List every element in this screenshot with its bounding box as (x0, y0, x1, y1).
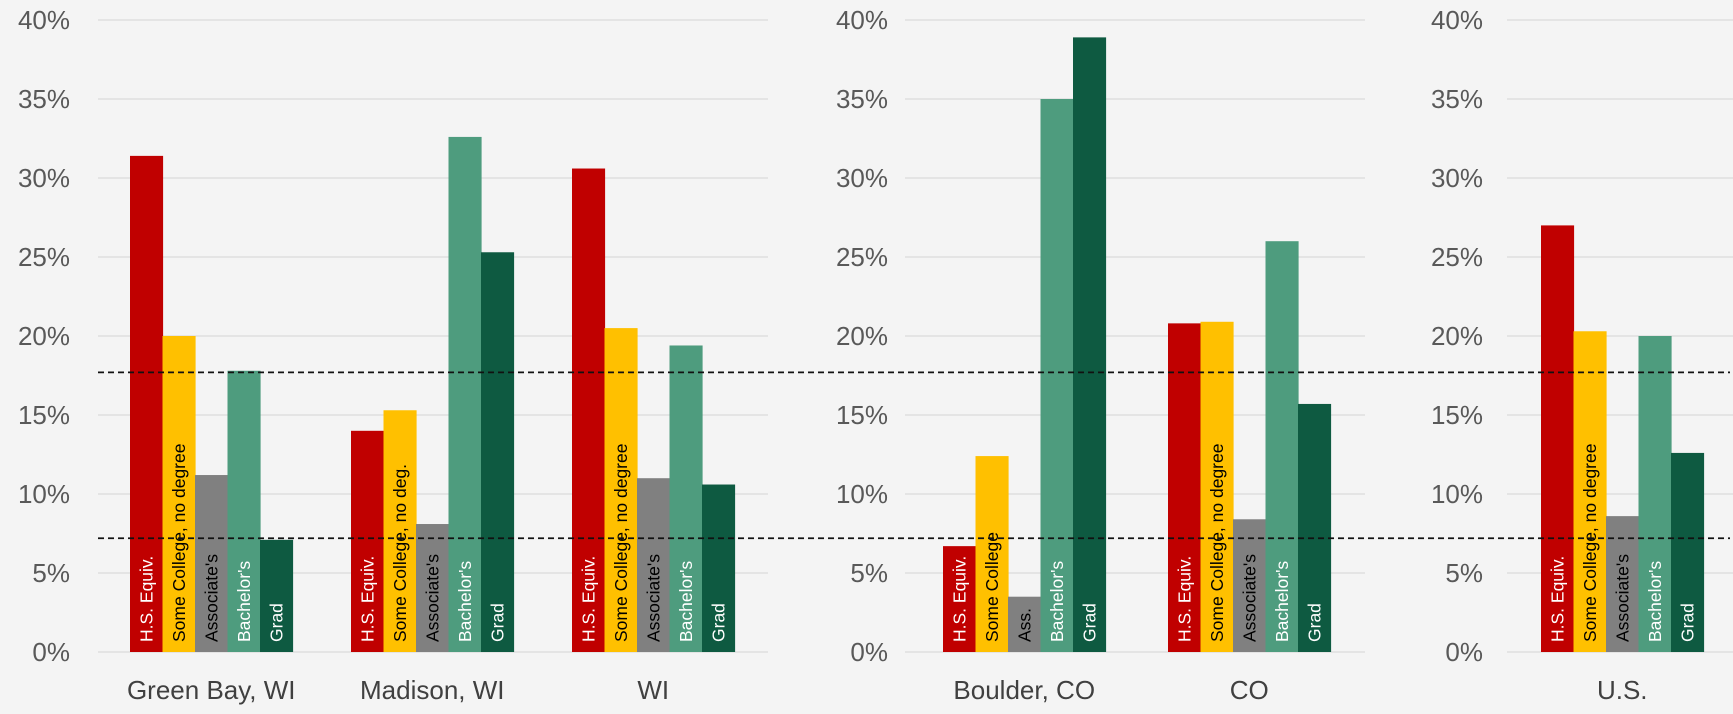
chart-panel-3: 0% 5% 10% 15% 20% 25% 30% 35% 40% H.S. Equiv. Some… (1431, 5, 1733, 705)
reference-lines (98, 371, 1730, 540)
bar-label: Bachelor's (234, 561, 254, 642)
bar (227, 370, 261, 652)
bar-label: Bachelor's (676, 561, 696, 642)
y-tick-label: 20% (18, 321, 70, 351)
category-label: Madison, WI (360, 675, 505, 705)
bar-label: Some College, no degree (1207, 444, 1227, 642)
y-tick-label: 20% (1431, 321, 1483, 351)
bar-label: H.S. Equiv. (949, 556, 969, 642)
bar (1573, 331, 1607, 652)
y-tick-label: 30% (1431, 163, 1483, 193)
bar-label: Bachelor's (1645, 561, 1665, 642)
bar (702, 484, 736, 652)
bar-label: H.S. Equiv. (357, 556, 377, 642)
y-tick-label: 20% (836, 321, 888, 351)
y-tick-label: 0% (32, 637, 70, 667)
y-tick-label: 25% (836, 242, 888, 272)
bar-label: Some College, no degree (611, 444, 631, 642)
category-label: WI (637, 675, 669, 705)
bar (1008, 596, 1042, 652)
y-tick-label: 0% (1445, 637, 1483, 667)
bar-label: Associate's (422, 554, 442, 642)
bar-label: H.S. Equiv. (1547, 556, 1567, 642)
bar-label: Bachelor's (455, 561, 475, 642)
y-tick-label: 5% (1445, 558, 1483, 588)
bar (637, 478, 671, 652)
y-tick-label: 30% (836, 163, 888, 193)
category-label: CO (1230, 675, 1269, 705)
y-tick-label: 5% (850, 558, 888, 588)
bar-label: Grad (487, 603, 507, 642)
bar (416, 524, 450, 652)
bar (130, 155, 164, 652)
y-tick-label: 40% (836, 5, 888, 35)
bar-label: Associate's (1612, 554, 1632, 642)
bar-label: Grad (266, 603, 286, 642)
y-tick-label: 10% (1431, 479, 1483, 509)
bar (943, 546, 977, 652)
bar (1073, 37, 1107, 652)
bar-label: Associate's (201, 554, 221, 642)
bar-label: Grad (1677, 603, 1697, 642)
bar-label: Bachelor's (1047, 561, 1067, 642)
bar-label: Ass. (1014, 608, 1034, 642)
bar-label: Grad (1304, 603, 1324, 642)
category-label: U.S. (1597, 675, 1648, 705)
bar (383, 410, 417, 652)
category-label: Green Bay, WI (127, 675, 296, 705)
bar (1671, 452, 1705, 652)
bar (1638, 336, 1672, 652)
bar (481, 252, 515, 652)
bar-label: Associate's (1239, 554, 1259, 642)
bar (162, 336, 196, 652)
bar (975, 456, 1009, 652)
bar (1040, 99, 1074, 652)
y-tick-label: 15% (836, 400, 888, 430)
y-tick-label: 40% (1431, 5, 1483, 35)
bar-label: Grad (1079, 603, 1099, 642)
bar (1265, 241, 1299, 652)
y-tick-label: 30% (18, 163, 70, 193)
y-tick-label: 25% (18, 242, 70, 272)
bar-label: Grad (708, 603, 728, 642)
bar-label: Associate's (643, 554, 663, 642)
bar (572, 168, 606, 652)
y-tick-label: 40% (18, 5, 70, 35)
chart-panel-1: 0% 5% 10% 15% 20% 25% 30% 35% 40% H.S. Equiv. Some… (18, 5, 768, 705)
y-tick-label: 15% (18, 400, 70, 430)
bar (351, 430, 385, 652)
bar-label: H.S. Equiv. (578, 556, 598, 642)
bar-label: H.S. Equiv. (136, 556, 156, 642)
bar-label: H.S. Equiv. (1174, 556, 1194, 642)
bar (448, 136, 482, 653)
bar-label: Some College, no deg. (390, 464, 410, 642)
bar-label: Some College, no degree (1580, 444, 1600, 642)
y-tick-label: 5% (32, 558, 70, 588)
y-tick-label: 35% (836, 84, 888, 114)
y-tick-label: 25% (1431, 242, 1483, 272)
bar-label: Bachelor's (1272, 561, 1292, 642)
bar (1233, 519, 1267, 652)
chart-panel-2: 0% 5% 10% 15% 20% 25% 30% 35% 40% H.S. Equiv. Some… (836, 5, 1365, 705)
y-tick-label: 35% (18, 84, 70, 114)
bar (1200, 321, 1234, 652)
bar (669, 345, 703, 652)
bar-label: Some College, no degree (169, 444, 189, 642)
y-tick-label: 0% (850, 637, 888, 667)
bar (1298, 403, 1332, 652)
bar (1168, 323, 1202, 652)
y-tick-label: 35% (1431, 84, 1483, 114)
y-tick-label: 10% (18, 479, 70, 509)
bar (1541, 225, 1575, 652)
y-tick-label: 10% (836, 479, 888, 509)
bar (604, 328, 638, 652)
y-tick-label: 15% (1431, 400, 1483, 430)
bar-label: Some College (982, 532, 1002, 642)
bar (260, 539, 294, 652)
category-label: Boulder, CO (953, 675, 1095, 705)
bar (195, 475, 229, 652)
